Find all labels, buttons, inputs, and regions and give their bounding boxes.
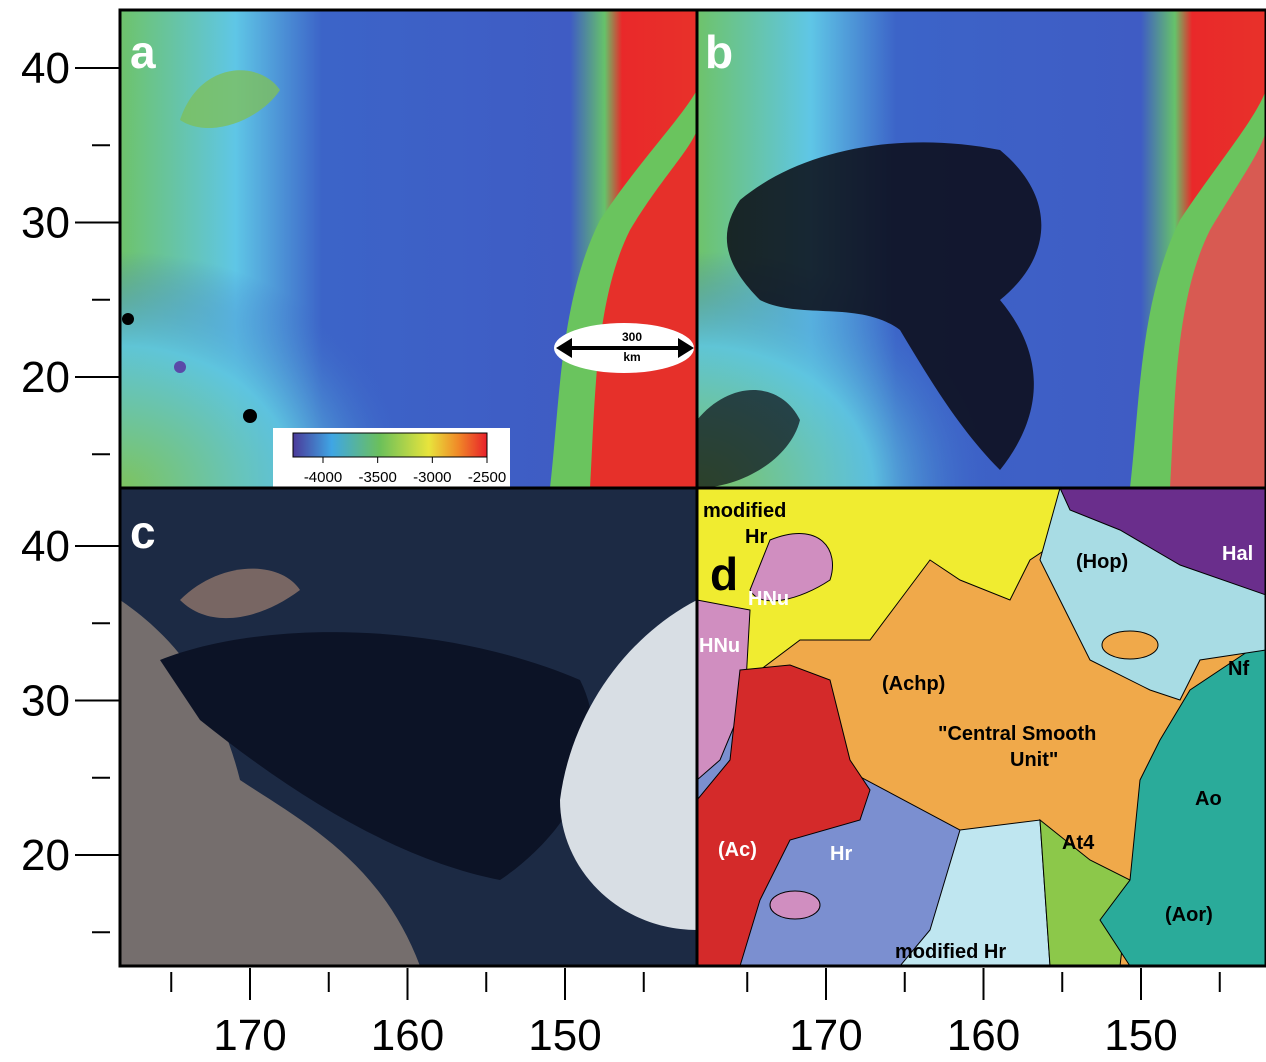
map-unit-label: Unit" [1010,749,1058,771]
map-unit-label: (Hop) [1076,551,1128,573]
lon-tick-label: 170 [213,1011,286,1060]
map-unit-label: (Aor) [1165,904,1213,926]
map-unit-label: Hr [830,843,852,865]
colorbar-label: -2500 [468,469,506,486]
scale-unit: km [623,350,640,364]
lat-tick-label: 40 [21,522,70,571]
map-unit-label: Nf [1228,658,1249,680]
colorbar-label: -3000 [413,469,451,486]
map-unit-label: "Central Smooth [938,723,1096,745]
scale-value: 300 [622,330,642,344]
lat-tick-label: 20 [21,831,70,880]
map-unit-label: Hal [1222,543,1253,565]
lon-tick-label: 170 [789,1011,862,1060]
map-unit-label: (Ac) [718,839,757,861]
panel-c: c [120,488,697,966]
map-unit-label: HNu [699,635,740,657]
lat-tick-label: 20 [21,353,70,402]
map-unit-label: HNu [748,588,789,610]
panel-a: 300 km a [120,10,697,488]
map-unit-label: modified Hr [895,941,1006,963]
lon-tick-label: 160 [947,1011,1020,1060]
colorbar-label: -3500 [358,469,396,486]
map-unit-label: modified [703,500,786,522]
panel-label: b [705,26,733,78]
map-unit-label: (Achp) [882,673,945,695]
lat-tick-label: 30 [21,677,70,726]
map-unit-label: Ao [1195,788,1222,810]
map-unit-label: Hr [745,526,767,548]
panel-label: c [130,506,156,558]
lon-tick-label: 160 [371,1011,444,1060]
panel-b: b [697,10,1266,488]
lat-tick-label: 40 [21,44,70,93]
lon-tick-label: 150 [1104,1011,1177,1060]
figure: 300 km a b c d 40 30 20 40 30 20 170 160 150 170 1… [0,0,1266,1062]
panel-label: d [710,548,738,600]
lat-tick-label: 30 [21,199,70,248]
lon-tick-label: 150 [528,1011,601,1060]
colorbar-label: -4000 [304,469,342,486]
panel-label: a [130,26,156,78]
map-unit-label: At4 [1062,832,1095,854]
